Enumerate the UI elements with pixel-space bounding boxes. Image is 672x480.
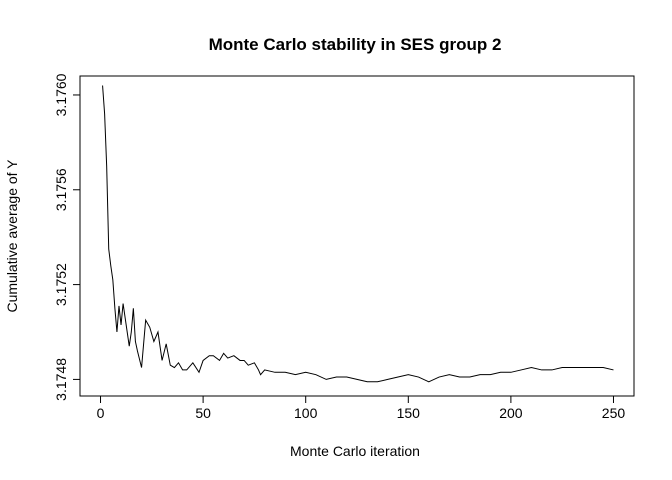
chart-title: Monte Carlo stability in SES group 2 <box>209 35 502 54</box>
x-axis: 0 50 100 150 200 250 <box>97 395 626 421</box>
y-axis: 3.1748 3.1752 3.1756 3.1760 <box>53 73 81 401</box>
y-tick-label: 3.1752 <box>53 263 69 306</box>
y-axis-label: Cumulative average of Y <box>4 159 20 313</box>
x-tick-label: 250 <box>602 405 626 421</box>
y-tick-label: 3.1756 <box>53 168 69 211</box>
x-tick-label: 100 <box>294 405 318 421</box>
y-tick-label: 3.1748 <box>53 358 69 401</box>
y-tick-label: 3.1760 <box>53 73 69 116</box>
x-tick-label: 0 <box>97 405 105 421</box>
x-tick-label: 200 <box>499 405 523 421</box>
plot-frame <box>79 75 635 397</box>
series-line <box>102 85 614 383</box>
x-tick-label: 50 <box>195 405 211 421</box>
x-tick-label: 150 <box>397 405 421 421</box>
x-axis-label: Monte Carlo iteration <box>290 443 420 459</box>
